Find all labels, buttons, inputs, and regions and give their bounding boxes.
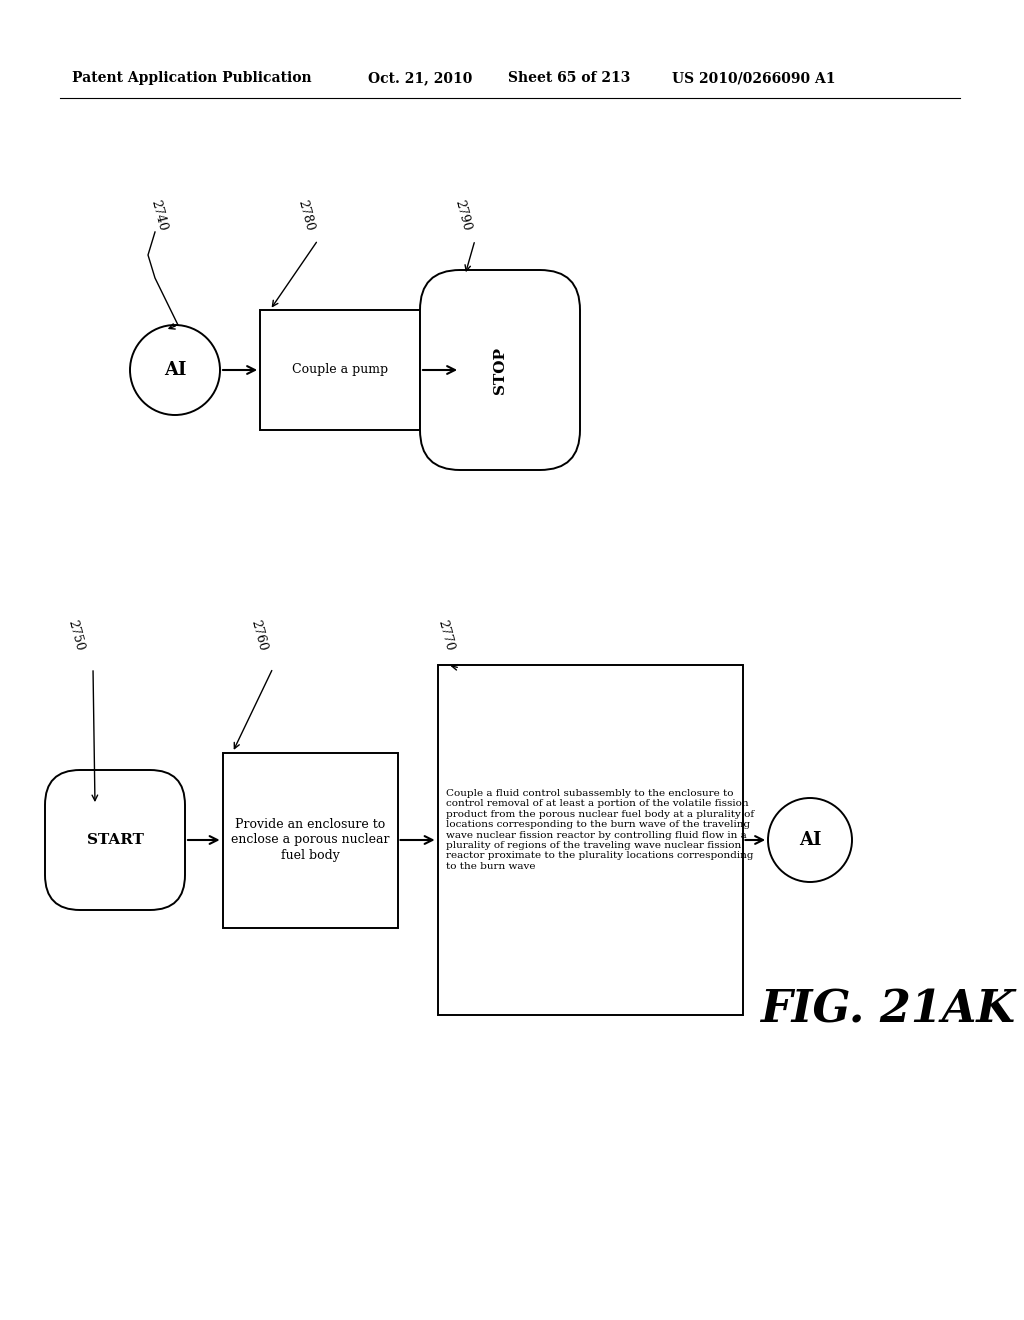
Text: Sheet 65 of 213: Sheet 65 of 213 [508,71,631,84]
Text: AI: AI [164,360,186,379]
Bar [437,665,742,1015]
Text: STOP: STOP [493,346,507,393]
Text: Couple a fluid control subassembly to the enclosure to
control removal of at lea: Couple a fluid control subassembly to th… [445,789,754,871]
Text: US 2010/0266090 A1: US 2010/0266090 A1 [672,71,836,84]
Circle shape [130,325,220,414]
Text: 2760: 2760 [248,618,268,652]
Text: AI: AI [799,832,821,849]
Text: 2770: 2770 [435,618,456,652]
FancyBboxPatch shape [45,770,185,909]
Text: 2780: 2780 [295,198,315,232]
Text: Provide an enclosure to
enclose a porous nuclear
fuel body: Provide an enclosure to enclose a porous… [230,818,389,862]
Text: START: START [87,833,143,847]
Text: FIG. 21AK: FIG. 21AK [760,989,1015,1031]
Text: Oct. 21, 2010: Oct. 21, 2010 [368,71,472,84]
Text: 2740: 2740 [148,198,169,232]
Text: 2750: 2750 [65,618,86,652]
FancyBboxPatch shape [420,271,580,470]
Circle shape [768,799,852,882]
Text: 2790: 2790 [452,198,473,232]
Text: Patent Application Publication: Patent Application Publication [72,71,311,84]
Bar [260,310,420,430]
Bar [222,752,397,928]
Text: Couple a pump: Couple a pump [292,363,388,376]
